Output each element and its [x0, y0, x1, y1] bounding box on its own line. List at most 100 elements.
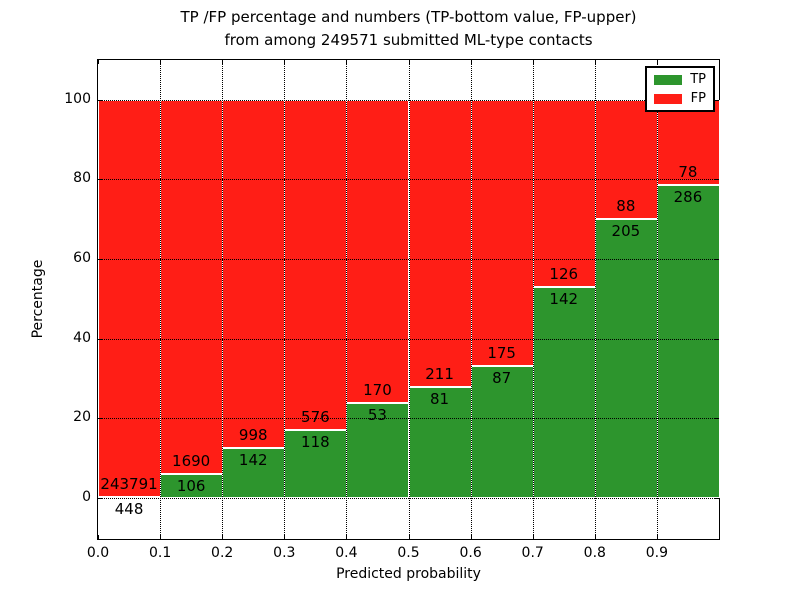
tp-count-label: 118 — [301, 433, 330, 452]
v-gridline — [346, 60, 348, 539]
tp-count-label: 142 — [238, 451, 268, 470]
v-gridline — [222, 60, 224, 539]
tp-bar-segment — [408, 387, 472, 498]
fp-bar-segment — [222, 99, 286, 449]
x-tick-mark — [222, 60, 224, 64]
legend-label-tp: TP — [690, 72, 706, 87]
v-gridline — [470, 60, 472, 539]
x-tick-mark — [594, 535, 596, 539]
tp-count-label: 87 — [492, 368, 512, 387]
x-tick-mark — [222, 535, 224, 539]
y-tick-mark — [98, 179, 102, 181]
tp-count-label: 286 — [673, 187, 703, 206]
x-tick-mark — [656, 60, 658, 64]
fp-bar-segment — [346, 99, 410, 404]
y-tick-mark — [98, 498, 102, 499]
x-tick-mark — [532, 60, 534, 64]
tp-count-label: 448 — [114, 500, 144, 519]
x-tick-mark — [284, 535, 286, 539]
tp-color-swatch — [654, 74, 682, 85]
tp-count-label: 142 — [549, 289, 579, 308]
x-tick-mark — [98, 60, 99, 64]
v-gridline — [160, 60, 162, 539]
fp-count-label: 1690 — [172, 452, 211, 471]
v-gridline — [408, 60, 410, 539]
fp-count-label: 576 — [301, 408, 330, 427]
fp-count-label: 998 — [238, 426, 268, 445]
x-axis-label: Predicted probability — [336, 566, 481, 582]
tp-bar-segment — [656, 184, 720, 498]
tp-count-label: 53 — [367, 406, 387, 425]
fp-count-label: 170 — [363, 381, 392, 400]
fp-bar-segment — [98, 99, 162, 498]
fp-count-label: 243791 — [100, 475, 158, 494]
y-axis-label: Percentage — [30, 259, 46, 339]
v-gridline — [594, 60, 596, 539]
chart-title-line2: from among 249571 submitted ML-type cont… — [224, 31, 593, 49]
x-tick-label: 0.5 — [397, 545, 420, 561]
x-tick-label: 0.4 — [335, 545, 358, 561]
legend-item-tp: TP — [654, 72, 706, 87]
y-tick-label: 20 — [73, 409, 91, 426]
chart-title: TP /FP percentage and numbers (TP-bottom… — [97, 6, 720, 52]
x-tick-mark — [408, 60, 410, 64]
x-tick-label: 0.8 — [583, 545, 606, 561]
chart-title-line1: TP /FP percentage and numbers (TP-bottom… — [180, 8, 637, 26]
y-tick-mark — [715, 418, 719, 420]
tp-count-label: 81 — [430, 390, 450, 409]
x-tick-mark — [98, 535, 99, 539]
plot-area: 243791 448 1690 106 998 142 576 118 170 53 211 81 17… — [97, 59, 720, 540]
y-tick-label: 100 — [64, 90, 91, 107]
y-tick-label: 60 — [73, 249, 91, 266]
x-tick-label: 0.2 — [211, 545, 234, 561]
fp-bar-segment — [656, 99, 720, 185]
tp-bar-segment — [532, 286, 596, 498]
fp-count-label: 211 — [425, 365, 454, 384]
y-tick-mark — [715, 99, 719, 101]
y-tick-mark — [715, 338, 719, 340]
x-tick-mark — [470, 60, 472, 64]
tp-bar-segment — [470, 365, 534, 498]
x-tick-mark — [408, 535, 410, 539]
legend-item-fp: FP — [654, 91, 706, 106]
x-tick-mark — [470, 535, 472, 539]
fp-count-label: 175 — [487, 343, 516, 362]
y-tick-mark — [715, 258, 719, 260]
v-gridline — [532, 60, 534, 539]
fp-bar-segment — [284, 99, 348, 431]
legend-label-fp: FP — [690, 91, 706, 106]
y-tick-mark — [98, 418, 102, 420]
x-tick-mark — [160, 535, 162, 539]
y-tick-mark — [98, 258, 102, 260]
tp-count-label: 205 — [611, 222, 641, 241]
fp-color-swatch — [654, 93, 682, 104]
x-tick-mark — [284, 60, 286, 64]
v-gridline — [656, 60, 658, 539]
y-tick-mark — [715, 498, 719, 499]
x-tick-mark — [160, 60, 162, 64]
y-tick-label: 40 — [73, 329, 91, 346]
tp-count-label: 106 — [176, 477, 206, 496]
x-tick-mark — [346, 60, 348, 64]
x-tick-label: 0.9 — [645, 545, 669, 561]
fp-count-label: 78 — [678, 162, 698, 181]
tp-bar-segment — [594, 219, 658, 498]
fp-bar-segment — [470, 99, 534, 366]
x-tick-label: 0.7 — [521, 545, 544, 561]
x-tick-mark — [594, 60, 596, 64]
y-tick-mark — [98, 338, 102, 340]
fp-count-label: 126 — [549, 264, 579, 283]
v-gridline — [284, 60, 286, 539]
x-tick-label: 0.0 — [86, 545, 110, 561]
x-tick-mark — [656, 535, 658, 539]
y-tick-label: 80 — [73, 170, 91, 187]
y-tick-label: 0 — [82, 489, 91, 505]
x-tick-mark — [532, 535, 534, 539]
legend: TP FP — [645, 66, 715, 112]
x-tick-label: 0.3 — [273, 545, 296, 561]
x-tick-mark — [346, 535, 348, 539]
y-tick-mark — [715, 179, 719, 181]
fp-count-label: 88 — [616, 197, 636, 216]
y-tick-mark — [98, 99, 102, 101]
